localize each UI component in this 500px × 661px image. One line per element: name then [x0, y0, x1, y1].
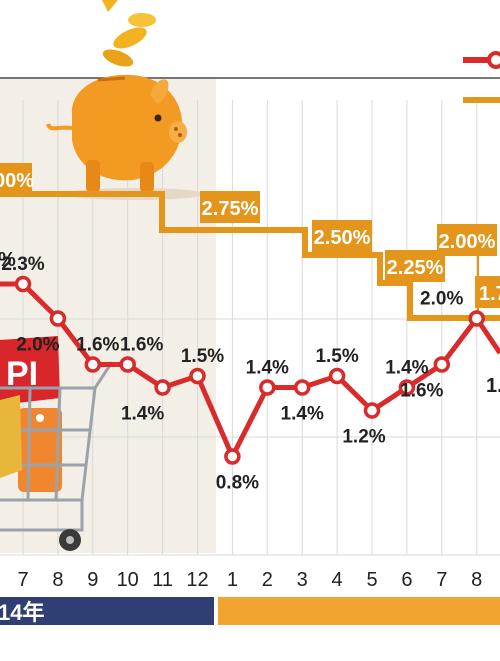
- svg-text:2.25%: 2.25%: [387, 257, 444, 279]
- month-tick-label: 5: [366, 569, 377, 591]
- cpi-data-label: 0.8%: [216, 473, 259, 494]
- svg-text:2.75%: 2.75%: [202, 198, 259, 220]
- cpi-point: [328, 367, 346, 385]
- cpi-data-label: 1.4%: [121, 404, 164, 425]
- month-tick-label: 1: [227, 569, 238, 591]
- cpi-data-label: 1.6%: [120, 335, 163, 356]
- cpi-point: [14, 275, 32, 293]
- month-tick-label: 9: [87, 569, 98, 591]
- cpi-point: [84, 356, 102, 373]
- cpi-line: [0, 281, 500, 459]
- month-tick-label: 8: [471, 569, 482, 591]
- cpi-data-label: 1.5%: [315, 346, 358, 367]
- month-tick-label: 7: [436, 569, 447, 591]
- year-label: 14年: [0, 600, 44, 625]
- cpi-point: [363, 402, 381, 419]
- rate-label-1: 2.75%: [200, 191, 260, 223]
- watermark-logo-icon: [372, 632, 388, 648]
- cpi-point: [259, 379, 276, 396]
- rate-label-left-partial: 00%: [0, 163, 34, 193]
- svg-text:股市老马的经验: 股市老马的经验: [392, 632, 490, 649]
- legend-cpi-marker: [487, 51, 500, 69]
- cpi-data-label: 2.3%: [1, 254, 44, 275]
- shopping-cart-illustration: PI: [0, 336, 114, 551]
- cpi-point: [154, 379, 171, 396]
- month-tick-label: 3: [297, 569, 308, 591]
- cpi-label-right-partial: 1.: [486, 375, 500, 397]
- year-band-left: [0, 597, 214, 625]
- cpi-data-label: 1.4%: [246, 358, 289, 379]
- svg-text:2.50%: 2.50%: [314, 227, 371, 249]
- cpi-point: [433, 356, 451, 373]
- svg-text:00%: 00%: [0, 170, 34, 192]
- cpi-point: [398, 379, 416, 396]
- cpi-point: [189, 367, 206, 385]
- month-tick-label: 7: [17, 569, 28, 591]
- cpi-data-label: 1.4%: [385, 358, 428, 379]
- watermark: 股市老马的经验: [372, 632, 490, 649]
- cpi-series: 2.3%2.0% 1.6% 1.6%1.4%1.5%0.8%1.4%1.4%1.5%…: [0, 254, 500, 494]
- month-tick-label: 6: [401, 569, 412, 591]
- cpi-data-label: 1.6%: [76, 335, 119, 356]
- cpi-data-label: 1.2%: [342, 427, 385, 448]
- cpi-point: [293, 379, 311, 396]
- cpi-label-left-partial: %: [0, 249, 16, 271]
- cpi-data-label: 1.4%: [281, 404, 324, 425]
- cpi-point: [468, 310, 485, 327]
- cpi-data-label: 1.5%: [181, 346, 224, 367]
- cpi-point: [49, 310, 67, 327]
- rate-label-4: 2.00%: [437, 224, 497, 256]
- rate-label-2: 2.50%: [312, 220, 372, 252]
- vertical-gridlines: [22, 100, 478, 555]
- legend: [463, 51, 500, 103]
- piggy-bank-illustration: [46, 0, 205, 200]
- month-tick-label: 2: [262, 569, 273, 591]
- rate-step-line: [0, 191, 500, 321]
- month-tick-label: 4: [332, 569, 343, 591]
- month-tick-label: 10: [117, 569, 139, 591]
- cpi-point: [119, 356, 136, 373]
- month-tick-label: 8: [52, 569, 63, 591]
- month-axis: 7 8 9 10 11 12 1 2 3 4 5 6 7 8: [17, 569, 482, 591]
- cpi-point: [224, 448, 241, 465]
- rate-label-right-partial: 1.7: [475, 276, 500, 308]
- month-tick-label: 11: [152, 569, 173, 591]
- cpi-data-label: 1.6%: [400, 381, 443, 402]
- year-band-right: [218, 597, 500, 625]
- svg-text:2.00%: 2.00%: [439, 231, 496, 253]
- month-tick-label: 12: [186, 569, 208, 591]
- cpi-data-label: 2.0%: [16, 335, 59, 356]
- svg-text:1.7: 1.7: [479, 283, 500, 305]
- cpi-data-label: 2.0%: [420, 289, 463, 310]
- rate-label-3: 2.25%: [385, 250, 445, 282]
